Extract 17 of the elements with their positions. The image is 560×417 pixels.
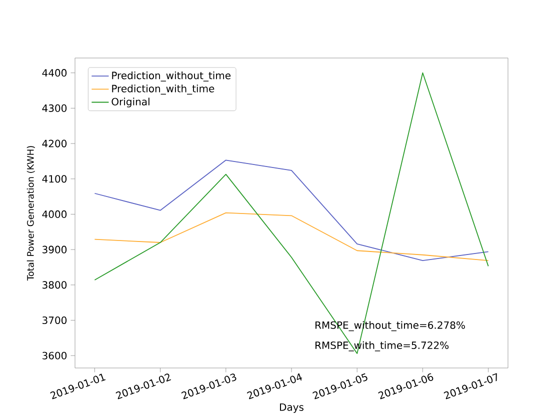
line-series: [94, 212, 489, 261]
y-tick-label: 4100: [42, 175, 67, 183]
y-tick-label: 4400: [42, 69, 67, 77]
y-tick-label: 4300: [42, 104, 67, 112]
y-tick-label: 3600: [42, 352, 67, 360]
y-tick-label: 3900: [42, 246, 67, 254]
y-axis-title: Total Power Generation (KWH): [26, 146, 35, 281]
y-tick-label: 3700: [42, 316, 67, 324]
y-tick-label: 3800: [42, 281, 67, 289]
legend-label: Prediction_without_time: [112, 71, 231, 82]
line-series: [94, 160, 489, 261]
y-tick-label: 4000: [42, 210, 67, 218]
legend-label: Prediction_with_time: [112, 84, 214, 95]
y-tick-label: 4200: [42, 140, 67, 148]
legend-label: Original: [112, 98, 150, 108]
line-series: [94, 72, 489, 354]
x-axis-title: Days: [280, 403, 304, 413]
